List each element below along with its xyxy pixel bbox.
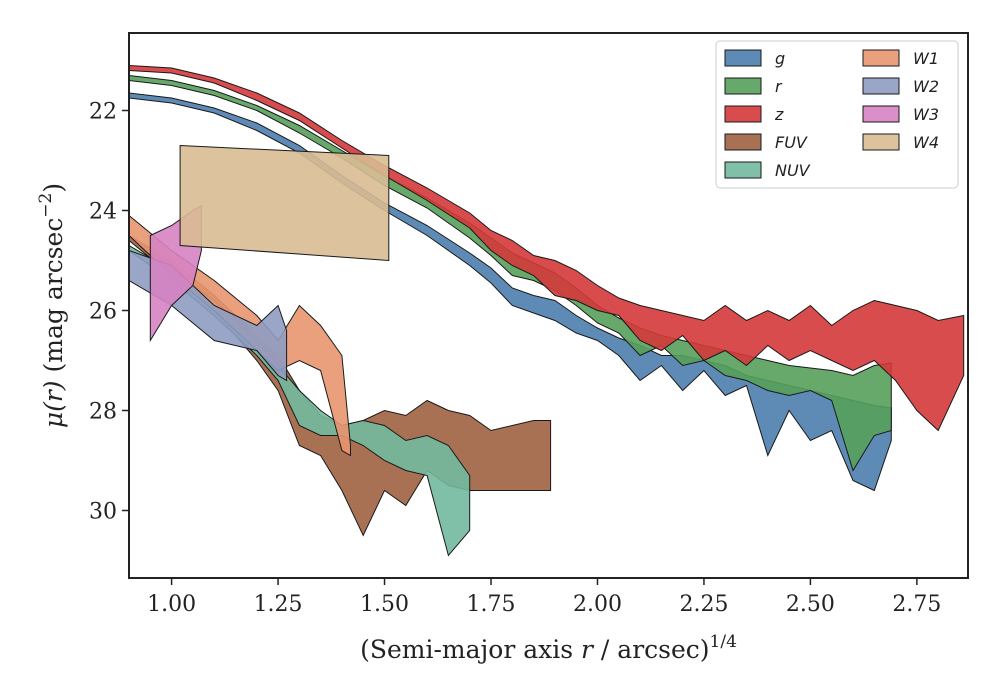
legend-swatch-w2 bbox=[862, 77, 900, 95]
x-tick-label: 1.25 bbox=[254, 592, 303, 617]
legend-swatch-r bbox=[724, 77, 762, 95]
x-axis-label: (Semi-major axis r / arcsec)1/4 bbox=[360, 632, 737, 664]
band-nuv bbox=[129, 244, 471, 557]
legend-label-w2: W2 bbox=[913, 77, 939, 96]
legend: grz FUV NUV W1 W2 W3 W4 bbox=[715, 40, 959, 189]
x-tick-label: 1.00 bbox=[147, 592, 196, 617]
y-tick-label: 22 bbox=[89, 100, 117, 125]
legend-label-z: z bbox=[774, 105, 784, 124]
legend-swatch-fuv bbox=[724, 133, 762, 151]
y-tick-label: 28 bbox=[89, 400, 117, 425]
legend-swatch-w3 bbox=[862, 105, 900, 123]
legend-label-g: g bbox=[775, 49, 785, 68]
x-tick-label: 1.50 bbox=[360, 592, 409, 617]
legend-swatch-g bbox=[724, 49, 762, 67]
legend-swatch-w1 bbox=[862, 49, 900, 67]
band-g bbox=[129, 92, 892, 492]
legend-label-fuv: FUV bbox=[775, 133, 808, 152]
legend-swatch-z bbox=[724, 105, 762, 123]
legend-label-w1: W1 bbox=[913, 49, 939, 68]
x-tick-label: 1.75 bbox=[467, 592, 516, 617]
legend-label-nuv: NUV bbox=[775, 161, 811, 180]
x-tick-label: 2.00 bbox=[573, 592, 622, 617]
band-w4 bbox=[179, 144, 390, 262]
band-z bbox=[129, 64, 965, 432]
x-axis: 1.00 1.25 1.50 1.75 2.00 2.25 2.50 2.75 bbox=[147, 578, 941, 617]
x-tick-label: 2.50 bbox=[786, 592, 835, 617]
y-axis: 22 24 26 28 30 bbox=[89, 100, 129, 525]
legend-label-r: r bbox=[775, 77, 783, 96]
x-tick-label: 2.75 bbox=[892, 592, 941, 617]
legend-label-w3: W3 bbox=[913, 105, 939, 124]
series-layer bbox=[129, 64, 965, 557]
legend-swatch-w4 bbox=[862, 133, 900, 151]
legend-label-w4: W4 bbox=[913, 133, 939, 152]
y-tick-label: 26 bbox=[89, 300, 117, 325]
y-axis-label: μ(r) (mag arcsec−2) bbox=[36, 183, 68, 428]
plot-frame bbox=[128, 32, 969, 579]
y-tick-label: 24 bbox=[89, 200, 117, 225]
y-tick-label: 30 bbox=[89, 500, 117, 525]
x-tick-label: 2.25 bbox=[679, 592, 728, 617]
legend-swatch-nuv bbox=[724, 161, 762, 179]
